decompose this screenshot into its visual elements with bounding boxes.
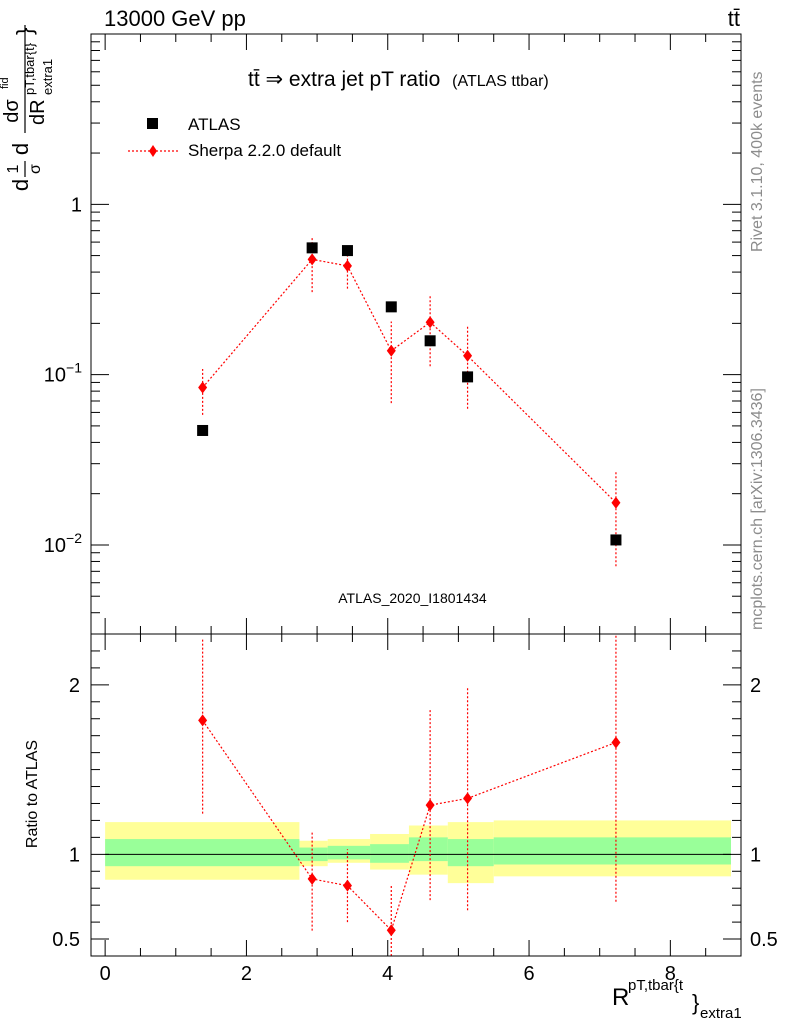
legend-marker-sherpa: [149, 145, 157, 157]
chart-title-suffix: (ATLAS ttbar): [452, 73, 549, 90]
ratio-inner-band: [370, 844, 409, 863]
svg-text:d: d: [8, 143, 33, 155]
legend-label-atlas: ATLAS: [188, 115, 241, 134]
x-axis-label: R pT,tbar{t } extra1: [612, 977, 742, 1022]
ratio-data-point: [307, 872, 317, 885]
sherpa-series-line: [202, 258, 617, 504]
sherpa-data-point: [342, 259, 352, 272]
main-y-tick-label: 10−2: [44, 530, 82, 557]
header-left-label: 13000 GeV pp: [104, 6, 246, 31]
mcplots-source-note: mcplots.cern.ch [arXiv:1306.3436]: [749, 388, 766, 630]
ratio-y-axis-label: Ratio to ATLAS: [24, 740, 41, 848]
ratio-inner-band: [493, 837, 731, 865]
ratio-y-tick-label-right: 1: [750, 844, 761, 866]
analysis-watermark: ATLAS_2020_I1801434: [338, 590, 487, 606]
sherpa-data-point: [611, 496, 621, 509]
atlas-data-point: [610, 534, 622, 546]
svg-text:σ: σ: [27, 164, 44, 174]
svg-text:pT,tbar{t}: pT,tbar{t}: [22, 42, 37, 95]
x-tick-label: 0: [100, 963, 111, 985]
svg-text:1: 1: [5, 164, 22, 173]
atlas-data-point: [462, 371, 474, 383]
main-y-axis-label: d 1 σ d dσ fid dR pT,tbar{t} extra1 }: [0, 25, 55, 191]
ratio-y-tick-label-left: 2: [69, 675, 80, 697]
ratio-y-tick-label-left: 1: [69, 844, 80, 866]
ratio-inner-band: [327, 845, 371, 860]
svg-text:}: }: [12, 28, 37, 35]
ratio-inner-band: [408, 837, 448, 862]
x-tick-label: 6: [523, 963, 534, 985]
svg-text:dR: dR: [27, 99, 49, 125]
ratio-y-tick-label-right: 0.5: [750, 929, 778, 951]
atlas-data-point: [424, 335, 436, 347]
ratio-data-point: [425, 799, 435, 812]
main-y-tick-label: 1: [71, 194, 82, 216]
chart-title-main: tt̄ ⇒ extra jet pT ratio: [248, 68, 440, 91]
svg-text:dσ: dσ: [1, 99, 23, 123]
ratio-data-point: [463, 792, 473, 805]
sherpa-data-point: [386, 344, 396, 357]
ratio-panel: 0.5 0.5 1 1 2 2 0 2 4 6 8 Ratio to ATLAS R pT,tbar…: [24, 633, 778, 1022]
atlas-data-point: [306, 242, 318, 254]
svg-text:extra1: extra1: [40, 59, 55, 95]
rivet-version-note: Rivet 3.1.10, 400k events: [749, 71, 766, 252]
header-right-label: tt̄: [728, 6, 740, 31]
ratio-data-point: [386, 924, 396, 937]
ratio-data-point: [342, 879, 352, 892]
ratio-data-point: [198, 714, 208, 727]
legend-label-sherpa: Sherpa 2.2.0 default: [188, 141, 341, 160]
ratio-y-tick-label-left: 0.5: [52, 929, 80, 951]
svg-text:fid: fid: [0, 77, 11, 89]
sherpa-data-point: [198, 381, 208, 394]
svg-text:extra1: extra1: [700, 1005, 742, 1022]
atlas-data-point: [197, 424, 209, 436]
ratio-data-point: [611, 736, 621, 749]
atlas-data-point: [385, 301, 397, 313]
ratio-inner-band: [105, 839, 300, 867]
svg-text:pT,tbar{t: pT,tbar{t: [628, 977, 684, 994]
x-tick-label: 4: [382, 963, 393, 985]
ratio-y-tick-label-right: 2: [750, 675, 761, 697]
ratio-frame: [90, 633, 742, 957]
sherpa-data-point: [463, 349, 473, 362]
atlas-data-point: [341, 245, 353, 257]
main-y-tick-label: 10−1: [44, 360, 82, 387]
svg-text:R: R: [612, 984, 629, 1011]
x-tick-label: 2: [241, 963, 252, 985]
legend-marker-atlas: [147, 118, 158, 129]
sherpa-data-point: [307, 253, 317, 266]
x-tick-label: 8: [665, 963, 676, 985]
sherpa-data-point: [425, 316, 435, 329]
main-panel: ATLAS_2020_I1801434 1 10−1 10−2 tt̄ ⇒ extr…: [0, 25, 742, 635]
legend: ATLAS Sherpa 2.2.0 default: [128, 115, 341, 160]
svg-text:}: }: [692, 990, 699, 1015]
chart-title: tt̄ ⇒ extra jet pT ratio (ATLAS ttbar): [248, 68, 549, 91]
svg-text:d: d: [8, 179, 33, 191]
ratio-inner-band: [447, 839, 494, 867]
